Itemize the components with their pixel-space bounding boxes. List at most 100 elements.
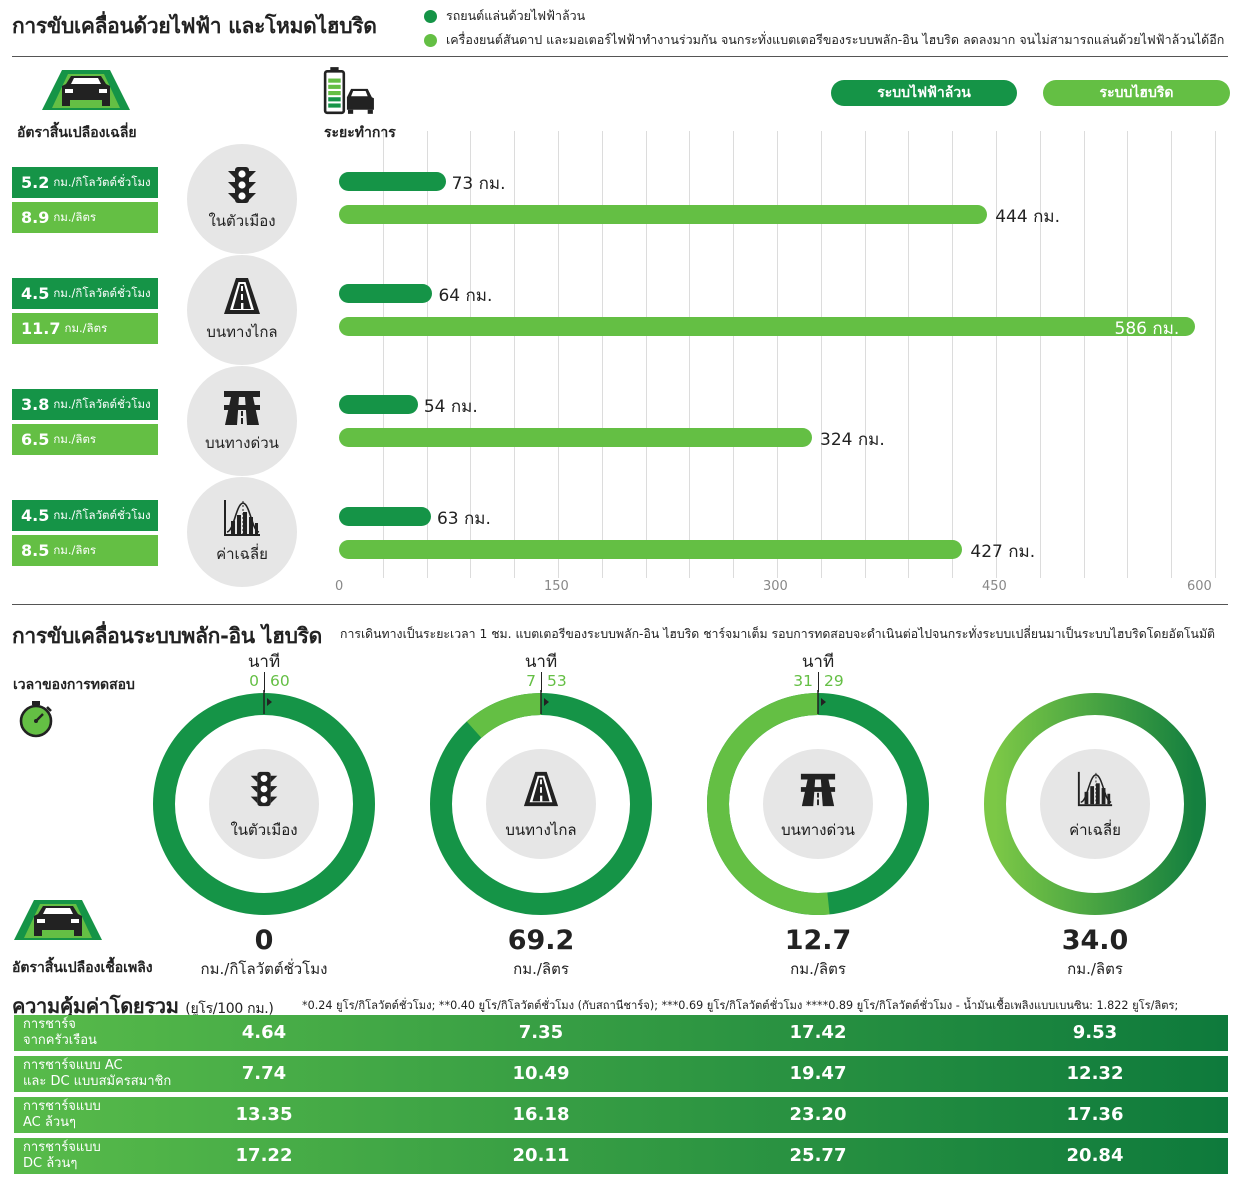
cost-row-label-line1: การชาร์จแบบ [23, 1099, 101, 1114]
cost-value: 7.74 [241, 1063, 287, 1084]
category-label: บนทางไกล [206, 323, 278, 341]
hybrid-efficiency-unit: กม./ลิตร [53, 209, 97, 224]
hybrid-efficiency-unit: กม./ลิตร [53, 431, 97, 446]
consumption-value: 12.7 [784, 925, 852, 956]
gridline [821, 131, 822, 578]
hybrid-efficiency-unit: กม./ลิตร [64, 320, 108, 335]
cost-value: 19.47 [789, 1063, 847, 1084]
gridline [689, 131, 690, 578]
bar-hybrid-label: 586 กม. [1114, 319, 1180, 339]
category-label: ค่าเฉลี่ย [216, 545, 268, 563]
cost-row: การชาร์จแบบ AC และ DC แบบสมัครสมาชิก 7.74 1… [14, 1056, 1228, 1092]
gridline [952, 131, 953, 578]
page-title: การขับเคลื่อนด้วยไฟฟ้า และโหมดไฮบริด [12, 14, 377, 38]
bar-hybrid [339, 205, 988, 224]
minutes-divider [541, 672, 542, 692]
bar-ev [339, 172, 446, 191]
cost-row-label: การชาร์จแบบ AC ล้วนๆ [23, 1099, 213, 1131]
bar-ev [339, 395, 418, 414]
ev-efficiency-value: 3.8 [21, 395, 50, 414]
consumption-unit: กม./ลิตร [1067, 960, 1123, 978]
category-label: บนทางด่วน [205, 434, 279, 452]
hybrid-efficiency-box: 11.7 กม./ลิตร [12, 313, 158, 344]
x-tick-label: 0 [335, 579, 344, 594]
bar-ev [339, 507, 431, 526]
hybrid-efficiency-value: 11.7 [21, 319, 61, 338]
bar-hybrid-label: 444 กม. [995, 207, 1060, 227]
divider-top [12, 56, 1228, 57]
bar-hybrid-label: 324 กม. [820, 430, 885, 450]
pill-ev: ระบบไฟฟ้าล้วน [831, 80, 1017, 106]
legend-item-hybrid: เครื่องยนต์สันดาป และมอเตอร์ไฟฟ้าทำงานร่… [424, 30, 1224, 50]
gridline [908, 131, 909, 578]
ev-efficiency-unit: กม./กิโลวัตต์ชั่วโมง [53, 285, 151, 300]
ev-efficiency-box: 4.5 กม./กิโลวัตต์ชั่วโมง [12, 500, 158, 531]
ring-label: ค่าเฉลี่ย [1069, 821, 1121, 839]
hybrid-efficiency-box: 6.5 กม./ลิตร [12, 424, 158, 455]
cost-value: 17.42 [789, 1022, 847, 1043]
traffic-light-icon [245, 770, 283, 808]
hybrid-efficiency-value: 8.9 [21, 208, 50, 227]
ring-direction-arrow [821, 698, 826, 706]
highway-icon [799, 770, 837, 808]
ring-label: บนทางด่วน [781, 821, 855, 839]
cost-row-label-line2: DC ล้วนๆ [23, 1156, 78, 1171]
ev-minutes: 53 [547, 672, 567, 690]
ev-efficiency-box: 5.2 กม./กิโลวัตต์ชั่วโมง [12, 167, 158, 198]
bar-ev-label: 73 กม. [451, 174, 506, 194]
gridline [865, 131, 866, 578]
ev-efficiency-value: 4.5 [21, 506, 50, 525]
efficiency-header: อัตราสิ้นเปลืองเฉลี่ย [17, 125, 137, 141]
consumption-value: 69.2 [507, 925, 575, 956]
ring-inner-circle [1040, 749, 1150, 859]
legend-dot-ev [424, 9, 437, 23]
legend-label-ev: รถยนต์แล่นด้วยไฟฟ้าล้วน [446, 8, 586, 23]
range-bar-chart: 0 150 300 450 600 73 กม. 444 กม. 64 กม. 586 กม. 5… [335, 131, 1216, 594]
range-header: ระยะทำการ [324, 125, 396, 141]
consumption-label: อัตราสิ้นเปลืองเชื้อเพลิง [12, 960, 153, 976]
minute-label: นาที [247, 652, 281, 672]
cost-row-label: การชาร์จแบบ DC ล้วนๆ [23, 1140, 213, 1172]
cost-row: การชาร์จแบบ DC ล้วนๆ 17.22 20.11 25.77 20.84 [14, 1138, 1228, 1174]
cost-row: การชาร์จ จากครัวเรือน 4.64 7.35 17.42 9.53 [14, 1015, 1228, 1051]
bar-ev-label: 54 กม. [423, 397, 478, 417]
cost-value: 25.77 [789, 1145, 847, 1166]
gridline [1171, 131, 1172, 578]
cost-value: 7.35 [518, 1022, 564, 1043]
ev-minutes: 60 [270, 672, 290, 690]
cost-value: 17.36 [1066, 1104, 1124, 1125]
gridline [996, 131, 997, 578]
minutes-divider [818, 672, 819, 692]
ev-minutes: 29 [824, 672, 844, 690]
ev-efficiency-unit: กม./กิโลวัตต์ชั่วโมง [53, 507, 151, 522]
car-on-road-icon-2 [12, 898, 104, 942]
plugin-description: การเดินทางเป็นระยะเวลา 1 ชม. แบตเตอรีของ… [340, 627, 1216, 641]
cost-value: 20.11 [512, 1145, 570, 1166]
gridline [777, 131, 778, 578]
legend-dot-hybrid [424, 33, 437, 47]
stopwatch-icon [16, 699, 56, 739]
x-tick-label: 300 [763, 579, 788, 594]
consumption-unit: กม./กิโลวัตต์ชั่วโมง [200, 960, 328, 978]
cost-value: 10.49 [512, 1063, 570, 1084]
cost-row-label-line1: การชาร์จแบบ AC [23, 1058, 123, 1073]
gridline [646, 131, 647, 578]
x-tick-label: 150 [544, 579, 569, 594]
bar-ev-label: 63 กม. [436, 509, 491, 529]
ev-efficiency-value: 5.2 [21, 173, 50, 192]
gridline [1040, 131, 1041, 578]
consumption-unit: กม./ลิตร [513, 960, 569, 978]
category-circle: บนทางไกล [187, 255, 297, 365]
divider-middle [12, 604, 1228, 605]
bar-hybrid [339, 540, 963, 559]
cost-row-label-line1: การชาร์จ [23, 1017, 76, 1032]
cost-row-label: การชาร์จแบบ AC และ DC แบบสมัครสมาชิก [23, 1058, 213, 1090]
cost-note: *0.24 ยูโร/กิโลวัตต์ชั่วโมง; **0.40 ยูโร… [302, 999, 1179, 1012]
minutes-divider [264, 672, 265, 692]
hybrid-efficiency-value: 8.5 [21, 541, 50, 560]
cost-value: 20.84 [1066, 1145, 1124, 1166]
bar-hybrid-label: 427 กม. [970, 542, 1036, 562]
ev-efficiency-box: 4.5 กม./กิโลวัตต์ชั่วโมง [12, 278, 158, 309]
ev-efficiency-box: 3.8 กม./กิโลวัตต์ชั่วโมง [12, 389, 158, 420]
cost-value: 4.64 [241, 1022, 287, 1043]
